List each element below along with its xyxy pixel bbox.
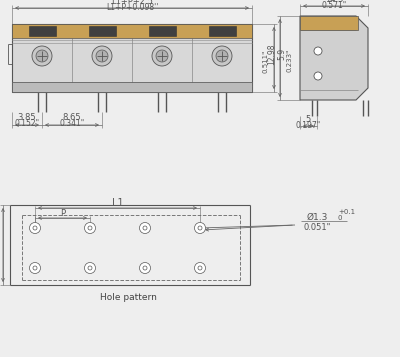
Text: 0.571": 0.571" <box>321 0 347 10</box>
Text: 14.5: 14.5 <box>325 0 343 5</box>
Bar <box>12 24 252 92</box>
Text: +0.1: +0.1 <box>338 209 355 215</box>
Circle shape <box>36 50 48 62</box>
Bar <box>28 26 56 36</box>
Text: 0.051": 0.051" <box>303 222 331 231</box>
Circle shape <box>314 47 322 55</box>
Circle shape <box>88 226 92 230</box>
Text: Ø1.3: Ø1.3 <box>306 212 328 221</box>
Circle shape <box>194 262 206 273</box>
Circle shape <box>216 50 228 62</box>
Circle shape <box>32 46 52 66</box>
Circle shape <box>84 262 96 273</box>
Text: L1+P+2.5: L1+P+2.5 <box>111 0 153 6</box>
Text: 0.197": 0.197" <box>296 121 321 130</box>
Bar <box>88 26 116 36</box>
Text: 0.511": 0.511" <box>262 49 268 72</box>
Circle shape <box>143 226 147 230</box>
Circle shape <box>88 266 92 270</box>
Text: 8.65: 8.65 <box>63 114 81 122</box>
Bar <box>208 26 236 36</box>
Text: 0.233": 0.233" <box>286 49 292 72</box>
Circle shape <box>143 266 147 270</box>
Circle shape <box>212 46 232 66</box>
Circle shape <box>33 226 37 230</box>
Circle shape <box>140 262 150 273</box>
Text: 0: 0 <box>338 215 342 221</box>
Text: 5.9: 5.9 <box>278 48 286 60</box>
Text: P: P <box>60 208 65 217</box>
Text: L1: L1 <box>112 198 123 208</box>
Circle shape <box>194 222 206 233</box>
Polygon shape <box>300 16 368 100</box>
Text: 12.98: 12.98 <box>268 43 276 65</box>
Circle shape <box>156 50 168 62</box>
Bar <box>12 24 252 38</box>
Circle shape <box>140 222 150 233</box>
Circle shape <box>152 46 172 66</box>
Circle shape <box>33 266 37 270</box>
Text: Hole pattern: Hole pattern <box>100 293 156 302</box>
Circle shape <box>84 222 96 233</box>
Text: 3.85: 3.85 <box>18 114 36 122</box>
Circle shape <box>198 266 202 270</box>
Bar <box>148 26 176 36</box>
Text: L1+P+0.098'': L1+P+0.098'' <box>106 3 158 12</box>
Circle shape <box>30 222 40 233</box>
Bar <box>12 82 252 92</box>
Text: 0.152": 0.152" <box>14 120 40 129</box>
Text: 5: 5 <box>306 116 311 125</box>
Circle shape <box>314 72 322 80</box>
Bar <box>300 16 358 30</box>
Circle shape <box>92 46 112 66</box>
Circle shape <box>198 226 202 230</box>
Circle shape <box>30 262 40 273</box>
Text: 0.341": 0.341" <box>59 120 85 129</box>
Circle shape <box>96 50 108 62</box>
